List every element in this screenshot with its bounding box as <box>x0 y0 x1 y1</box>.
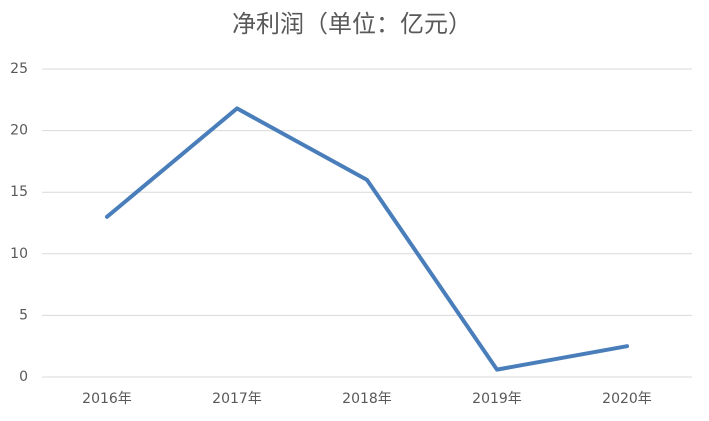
y-tick-label: 20 <box>10 123 28 139</box>
x-tick-label: 2019年 <box>472 391 522 407</box>
y-tick-label: 25 <box>10 61 28 77</box>
chart-title: 净利润（单位：亿元） <box>232 10 472 38</box>
line <box>105 106 629 372</box>
x-tick-label: 2018年 <box>342 391 392 407</box>
y-tick-label: 0 <box>19 369 28 385</box>
y-tick-label: 15 <box>10 184 28 200</box>
x-tick-label: 2017年 <box>212 391 262 407</box>
y-tick-label: 10 <box>10 246 28 262</box>
y-tick-label: 5 <box>19 307 28 323</box>
x-tick-label: 2020年 <box>602 391 652 407</box>
x-tick-label: 2016年 <box>82 391 132 407</box>
